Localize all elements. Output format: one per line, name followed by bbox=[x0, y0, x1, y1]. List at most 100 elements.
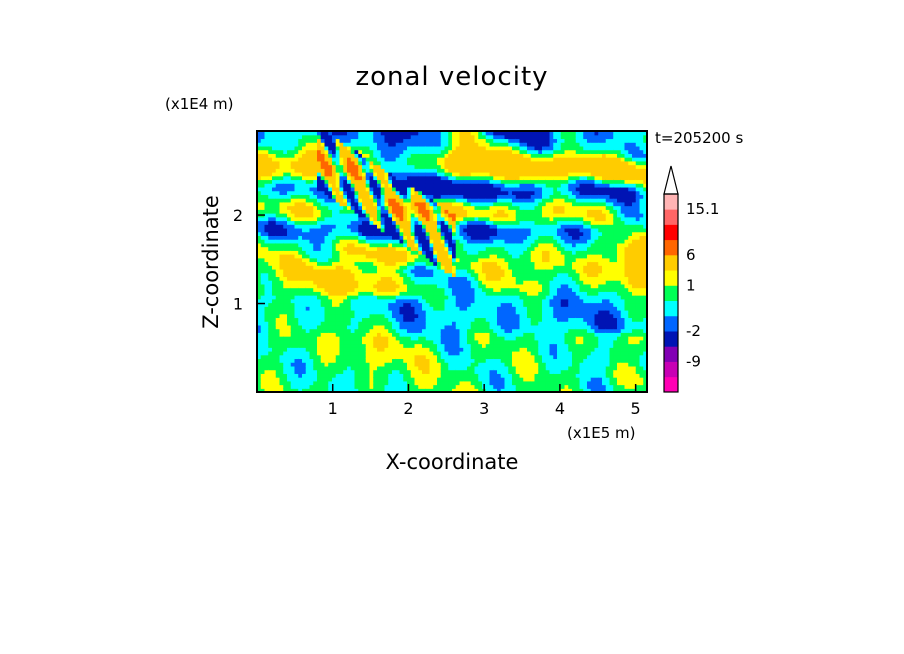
field-cell bbox=[425, 205, 431, 210]
field-cell bbox=[437, 201, 442, 207]
field-cell bbox=[407, 186, 412, 192]
field-cell bbox=[268, 384, 273, 389]
field-cell bbox=[444, 201, 449, 207]
field-cell bbox=[470, 350, 476, 356]
field-cell bbox=[283, 388, 288, 392]
field-cell bbox=[485, 276, 491, 281]
field-cell bbox=[429, 373, 434, 378]
field-cell bbox=[328, 216, 333, 222]
field-cell bbox=[268, 309, 273, 315]
field-cell bbox=[399, 265, 404, 270]
field-cell bbox=[497, 321, 502, 326]
field-cell bbox=[305, 160, 311, 166]
field-cell bbox=[489, 332, 494, 337]
field-cell bbox=[437, 227, 442, 233]
field-cell bbox=[433, 306, 438, 311]
field-cell bbox=[365, 131, 371, 136]
field-cell bbox=[328, 261, 333, 266]
field-cell bbox=[482, 377, 487, 382]
field-cell bbox=[429, 179, 434, 184]
field-cell bbox=[313, 362, 318, 367]
field-cell bbox=[474, 175, 479, 181]
field-cell bbox=[335, 276, 341, 281]
field-cell bbox=[328, 373, 333, 378]
field-cell bbox=[508, 201, 513, 207]
field-cell bbox=[437, 272, 442, 278]
field-cell bbox=[463, 131, 468, 136]
field-cell bbox=[260, 172, 266, 177]
field-cell bbox=[463, 287, 468, 292]
field-cell bbox=[455, 362, 461, 367]
field-cell bbox=[444, 362, 449, 367]
field-cell bbox=[347, 183, 352, 188]
field-cell bbox=[478, 268, 483, 274]
field-cell bbox=[474, 235, 479, 240]
field-cell bbox=[433, 328, 438, 333]
field-cell bbox=[350, 157, 356, 162]
field-cell bbox=[489, 257, 494, 263]
field-cell bbox=[437, 343, 442, 348]
field-cell bbox=[489, 160, 494, 166]
field-cell bbox=[279, 309, 284, 315]
field-cell bbox=[313, 227, 318, 233]
field-cell bbox=[302, 254, 307, 259]
field-cell bbox=[463, 239, 468, 244]
field-cell bbox=[459, 328, 464, 333]
field-cell bbox=[305, 198, 311, 203]
field-cell bbox=[264, 268, 269, 274]
field-cell bbox=[444, 168, 449, 173]
field-cell bbox=[268, 175, 273, 181]
field-cell bbox=[335, 354, 341, 360]
field-cell bbox=[500, 321, 506, 326]
field-cell bbox=[500, 201, 506, 207]
field-cell bbox=[384, 313, 389, 319]
field-cell bbox=[302, 142, 307, 147]
field-cell bbox=[305, 183, 311, 188]
field-cell bbox=[260, 261, 266, 266]
field-cell bbox=[309, 246, 314, 251]
field-cell bbox=[377, 306, 382, 311]
field-cell bbox=[332, 347, 337, 352]
field-cell bbox=[328, 231, 333, 236]
field-cell bbox=[275, 347, 281, 352]
field-cell bbox=[508, 358, 513, 363]
field-cell bbox=[313, 145, 318, 151]
field-cell bbox=[339, 179, 344, 184]
field-cell bbox=[422, 209, 427, 214]
field-cell bbox=[440, 231, 446, 236]
field-cell bbox=[444, 227, 449, 233]
field-cell bbox=[403, 175, 408, 181]
field-cell bbox=[287, 194, 292, 199]
field-cell bbox=[298, 347, 303, 352]
field-cell bbox=[440, 298, 446, 304]
field-cell bbox=[347, 276, 352, 281]
field-cell bbox=[497, 254, 502, 259]
field-cell bbox=[500, 276, 506, 281]
field-cell bbox=[384, 201, 389, 207]
field-cell bbox=[302, 358, 307, 363]
field-cell bbox=[414, 201, 419, 207]
field-cell bbox=[425, 276, 431, 281]
field-cell bbox=[485, 306, 491, 311]
field-cell bbox=[444, 242, 449, 248]
field-cell bbox=[354, 350, 359, 356]
field-cell bbox=[403, 186, 408, 192]
field-cell bbox=[324, 160, 329, 166]
field-cell bbox=[478, 149, 483, 154]
field-cell bbox=[470, 358, 476, 363]
field-cell bbox=[373, 354, 378, 360]
field-cell bbox=[268, 168, 273, 173]
field-cell bbox=[515, 190, 521, 195]
field-cell bbox=[437, 324, 442, 330]
field-cell bbox=[290, 220, 296, 225]
field-cell bbox=[474, 380, 479, 386]
field-cell bbox=[410, 213, 416, 218]
field-cell bbox=[290, 172, 296, 177]
field-cell bbox=[433, 164, 438, 169]
field-cell bbox=[399, 384, 404, 389]
field-cell bbox=[440, 254, 446, 259]
field-cell bbox=[474, 298, 479, 304]
field-cell bbox=[380, 246, 386, 251]
field-cell bbox=[485, 201, 491, 207]
field-cell bbox=[339, 160, 344, 166]
